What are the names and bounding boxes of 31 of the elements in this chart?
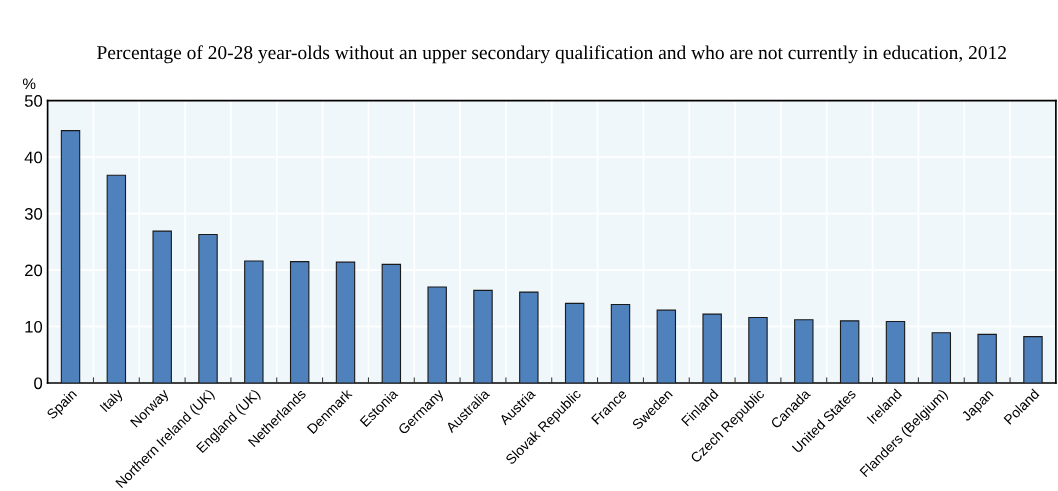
bar <box>60 130 81 383</box>
y-tick-label: 50 <box>24 95 43 107</box>
bar <box>289 261 310 383</box>
bar <box>335 261 356 383</box>
chart-title: Percentage of 20-28 year-olds without an upper secondary qualification and who are not currently in education, 2012 <box>97 45 1006 64</box>
y-axis-title: % <box>22 78 36 90</box>
y-tick-label: 0 <box>34 377 43 390</box>
bar <box>656 309 677 383</box>
bar <box>198 233 218 383</box>
bar <box>152 230 172 383</box>
bar <box>885 320 906 383</box>
bar <box>977 333 997 383</box>
y-tick-label: 10 <box>25 320 43 333</box>
bar <box>610 303 631 383</box>
bar <box>931 332 952 383</box>
bar <box>519 291 539 383</box>
y-tick-label: 30 <box>24 207 43 220</box>
bar <box>381 263 402 383</box>
bar <box>106 174 127 383</box>
bar <box>794 319 814 383</box>
bar <box>564 302 585 383</box>
bar <box>427 286 447 383</box>
bar <box>244 260 264 383</box>
y-tick-label: 40 <box>24 151 43 164</box>
bar <box>473 289 493 383</box>
bar <box>1023 336 1043 383</box>
y-tick-label: 20 <box>25 264 43 277</box>
bar <box>839 320 860 383</box>
bar <box>748 316 768 383</box>
x-tick-label: Italy <box>99 387 126 415</box>
bar <box>702 313 722 383</box>
